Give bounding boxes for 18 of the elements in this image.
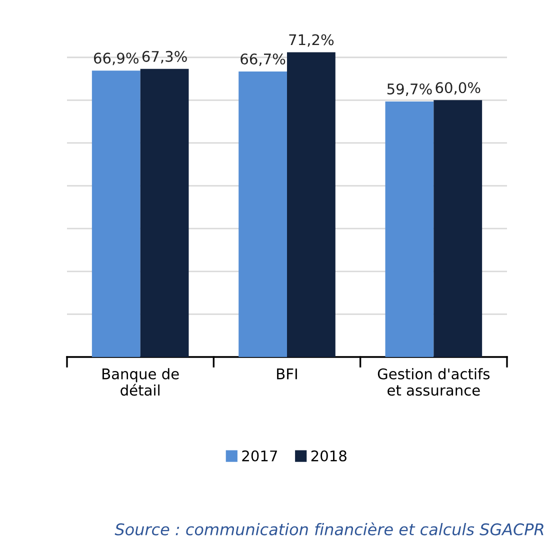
legend-label: 2018 <box>311 450 346 462</box>
x-tick-label: Banque de détail <box>102 368 179 396</box>
data-label: 66,7% <box>240 53 286 66</box>
data-label: 71,2% <box>289 34 334 47</box>
bar <box>287 52 336 357</box>
bar <box>92 70 140 357</box>
x-tick-label: BFI <box>277 368 297 380</box>
bar <box>140 68 189 357</box>
legend-label: 2017 <box>242 450 278 462</box>
source-note: Source : communication financière et calculs SGACPR <box>114 522 544 536</box>
data-label: 60,0% <box>436 82 480 95</box>
bar <box>434 100 482 357</box>
data-label: 67,3% <box>142 50 187 64</box>
x-tick-label: Gestion d'actifs et assurance <box>378 368 490 396</box>
bar <box>238 72 287 357</box>
data-label: 59,7% <box>387 83 432 96</box>
bar <box>385 101 434 357</box>
data-label: 66,9% <box>94 52 138 66</box>
